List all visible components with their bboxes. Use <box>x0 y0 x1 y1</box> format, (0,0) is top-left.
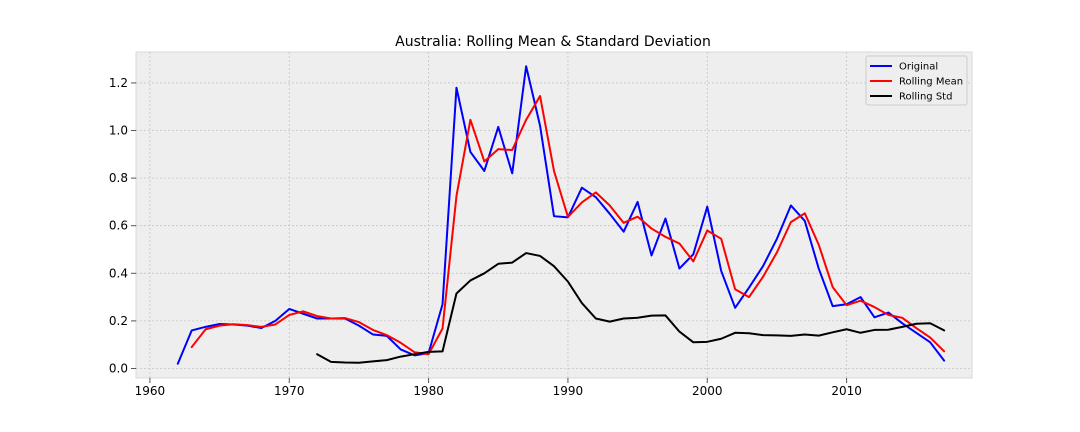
x-tick-label: 2000 <box>692 384 723 398</box>
legend-label-rolling-std: Rolling Std <box>899 92 952 103</box>
chart-title: Australia: Rolling Mean & Standard Devia… <box>395 34 711 50</box>
legend-box <box>865 55 968 106</box>
x-tick-label: 1990 <box>553 384 584 398</box>
y-tick-label: 1.2 <box>109 76 128 90</box>
series-line-original <box>176 65 946 365</box>
grid <box>136 52 972 378</box>
legend-label-original: Original <box>899 62 938 73</box>
legend: Original Rolling Mean Rolling Std <box>865 55 968 106</box>
y-tick-label: 0.2 <box>109 314 128 328</box>
series-line-rolling-mean <box>190 95 946 356</box>
series-layer <box>176 65 946 365</box>
y-tick-label: 0.4 <box>109 266 128 280</box>
y-tick-label: 0.6 <box>109 219 128 233</box>
series-line-rolling-std <box>316 252 946 364</box>
y-tick-label: 1.0 <box>109 124 128 138</box>
legend-label-rolling-mean: Rolling Mean <box>899 77 963 88</box>
x-axis: 1960 1970 1980 1990 2000 2010 <box>135 378 862 398</box>
y-tick-label: 0.0 <box>109 361 128 375</box>
x-tick-label: 1980 <box>413 384 444 398</box>
x-tick-label: 1960 <box>135 384 166 398</box>
x-tick-label: 1970 <box>274 384 305 398</box>
x-tick-label: 2010 <box>831 384 862 398</box>
y-tick-label: 0.8 <box>109 171 128 185</box>
y-axis: 0.0 0.2 0.4 0.6 0.8 1.0 1.2 <box>109 76 136 375</box>
